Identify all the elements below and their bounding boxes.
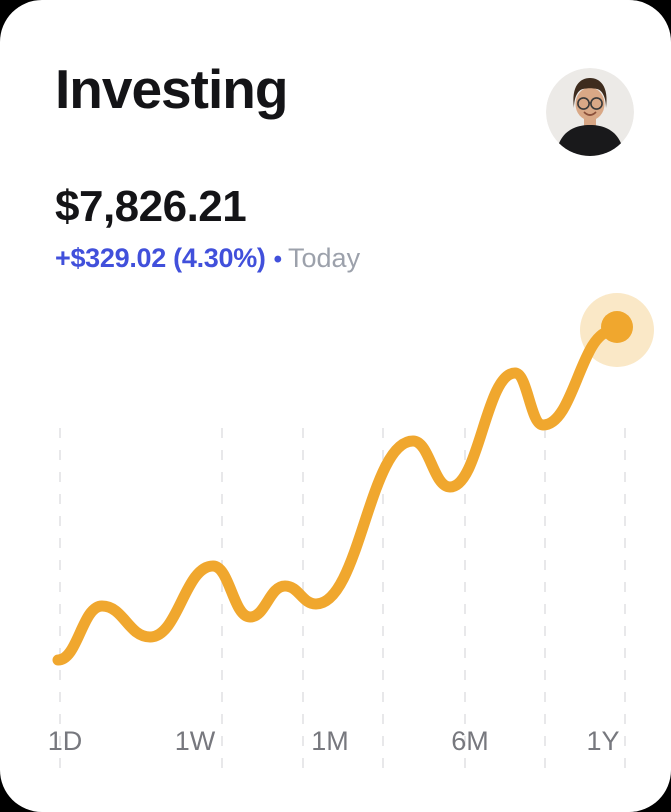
endpoint-dot <box>601 311 633 343</box>
page-title: Investing <box>55 58 288 120</box>
chart-gridlines <box>59 428 626 770</box>
price-line <box>52 325 618 666</box>
change-period: Today <box>288 243 361 273</box>
timeframe-1d[interactable]: 1D <box>47 726 83 756</box>
avatar[interactable] <box>546 68 634 156</box>
timeframe-1y[interactable]: 1Y <box>586 726 620 756</box>
timeframe-1w[interactable]: 1W <box>174 726 216 756</box>
timeframe-6m[interactable]: 6M <box>451 726 489 756</box>
portfolio-balance: $7,826.21 <box>55 182 247 231</box>
bullet-separator: • <box>273 246 283 273</box>
change-row: +$329.02 (4.30%) • Today <box>55 243 360 275</box>
avatar-photo <box>546 68 634 156</box>
timeframe-1m[interactable]: 1M <box>311 726 349 756</box>
change-amount: +$329.02 (4.30%) <box>55 243 266 273</box>
